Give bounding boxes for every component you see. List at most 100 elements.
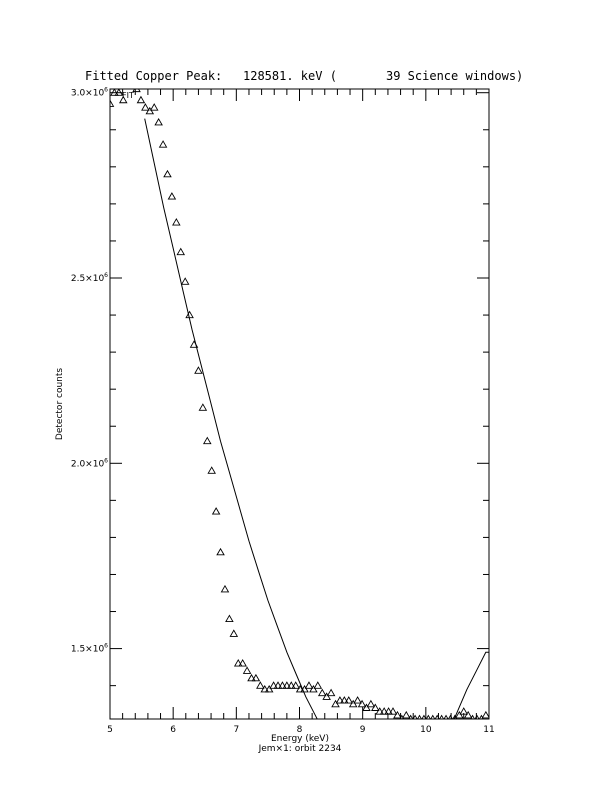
data-point [388, 707, 398, 715]
data-point [256, 681, 265, 689]
data-point [136, 95, 146, 104]
plot-frame [109, 88, 490, 720]
data-point [371, 703, 380, 711]
data-point [154, 117, 163, 126]
data-point [287, 681, 296, 689]
data-point [366, 699, 376, 708]
data-point [264, 684, 274, 693]
data-point [180, 277, 190, 285]
data-point [203, 436, 212, 445]
data-point [114, 89, 124, 96]
subtitle: Jem×1: orbit 2234 [258, 744, 342, 754]
data-point [416, 714, 423, 719]
data-point [207, 466, 216, 474]
data-point [300, 684, 309, 693]
x-tick-label: 9 [360, 725, 366, 735]
data-point [145, 106, 155, 115]
data-point [401, 710, 411, 719]
data-markers [110, 89, 489, 719]
axis-ticks [109, 89, 490, 719]
data-point [229, 629, 239, 637]
data-point [463, 710, 473, 719]
data-point [309, 684, 318, 693]
data-point [278, 681, 287, 689]
data-point [393, 710, 402, 719]
data-point [434, 714, 440, 719]
data-point [260, 684, 270, 693]
data-point [110, 99, 115, 107]
fit-curve [144, 118, 489, 719]
data-point [282, 681, 292, 689]
data-point [425, 714, 431, 719]
data-point [348, 699, 358, 708]
x-tick-label: 5 [107, 725, 113, 735]
chart-title-value: 128581. keV ( [243, 69, 337, 83]
data-point [238, 659, 247, 667]
data-point [233, 659, 243, 667]
data-point [172, 218, 181, 226]
data-point [481, 710, 489, 719]
data-point [194, 366, 203, 374]
data-point [344, 696, 354, 704]
data-point [326, 688, 336, 697]
data-point [291, 681, 300, 689]
data-point [158, 140, 168, 148]
data-point [216, 547, 225, 556]
x-tick-label: 8 [297, 725, 303, 735]
data-point [362, 703, 371, 711]
data-point [412, 714, 418, 719]
data-point [242, 666, 252, 674]
data-point [322, 692, 331, 700]
data-point [455, 710, 464, 719]
data-point [132, 89, 141, 93]
chart-title-left: Fitted Copper Peak: [85, 69, 222, 83]
data-point [247, 673, 256, 682]
data-point [251, 673, 261, 682]
y-tick-label: 2.0×106 [71, 457, 108, 469]
y-tick-label: 2.5×106 [71, 272, 108, 284]
data-point [375, 707, 384, 715]
data-point [295, 684, 305, 693]
data-point [304, 681, 314, 689]
data-point [225, 614, 234, 623]
y-tick-label: 1.5×106 [71, 643, 108, 655]
x-tick-label: 10 [420, 725, 432, 735]
data-point [141, 103, 150, 111]
y-tick-labels: 1.5×106 2.0×106 2.5×106 3.0×106 [71, 87, 108, 655]
data-point [110, 89, 119, 96]
x-tick-labels: 5 6 7 8 9 10 11 [107, 725, 495, 735]
data-point [384, 707, 393, 715]
data-point [317, 688, 327, 697]
data-point [357, 699, 367, 708]
data-point [379, 707, 389, 715]
data-point [421, 714, 427, 719]
data-point [220, 584, 230, 593]
y-axis-label: Detector counts [55, 368, 65, 440]
chart-title-right: 39 Science windows) [386, 69, 523, 83]
data-point [340, 696, 349, 704]
y-tick-label: 3.0×106 [71, 87, 108, 99]
data-point [313, 681, 323, 689]
data-point [399, 714, 405, 719]
data-point [430, 714, 436, 719]
data-point [353, 696, 362, 704]
data-point [470, 714, 476, 719]
data-point [459, 707, 469, 715]
data-point [269, 681, 278, 689]
data-point [189, 340, 199, 348]
legend-label: FIT [122, 91, 134, 100]
data-point [335, 696, 345, 704]
data-point [439, 714, 445, 719]
data-point [408, 714, 414, 719]
data-point [118, 95, 128, 104]
data-point [176, 247, 186, 256]
data-point [149, 103, 159, 111]
data-point [443, 714, 449, 719]
data-point [331, 699, 340, 708]
data-point [211, 507, 221, 515]
data-point [478, 714, 484, 719]
data-point [185, 310, 194, 319]
data-point [163, 169, 172, 178]
x-tick-label: 11 [483, 725, 494, 735]
